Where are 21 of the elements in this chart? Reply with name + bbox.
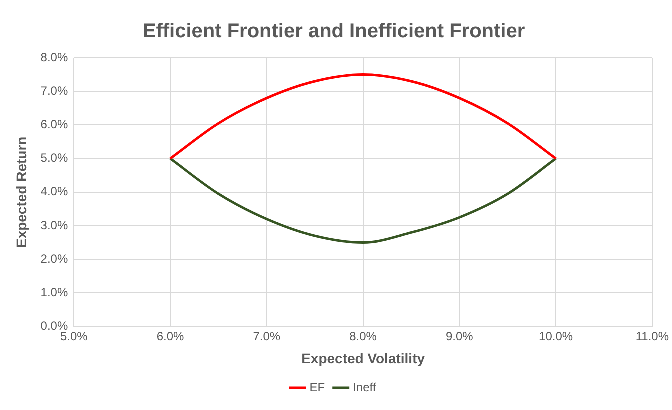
y-tick-label: 7.0%	[40, 84, 68, 98]
y-tick-label: 3.0%	[40, 218, 68, 232]
line-series	[169, 74, 558, 160]
y-tick-label: 8.0%	[40, 50, 68, 64]
x-tick-label: 9.0%	[446, 329, 474, 344]
chart-title: Efficient Frontier and Inefficient Frontier	[142, 20, 526, 43]
y-tick-label: 1.0%	[40, 286, 68, 300]
y-axis-title: Expected Return	[13, 136, 30, 248]
legend-label: EF	[310, 380, 326, 394]
x-tick-label: 8.0%	[350, 329, 378, 344]
y-tick-label: 2.0%	[40, 252, 68, 266]
x-tick-label: 11.0%	[636, 329, 670, 344]
x-axis-title: Expected Volatility	[302, 350, 426, 366]
legend-label: Ineff	[353, 380, 377, 394]
line-series	[169, 158, 558, 244]
x-tick-label: 10.0%	[539, 329, 574, 344]
y-tick-label: 6.0%	[40, 118, 68, 132]
x-tick-label: 6.0%	[156, 329, 185, 344]
y-tick-label: 5.0%	[40, 151, 68, 166]
y-tick-label: 4.0%	[40, 184, 68, 199]
x-tick-label: 7.0%	[253, 329, 281, 344]
